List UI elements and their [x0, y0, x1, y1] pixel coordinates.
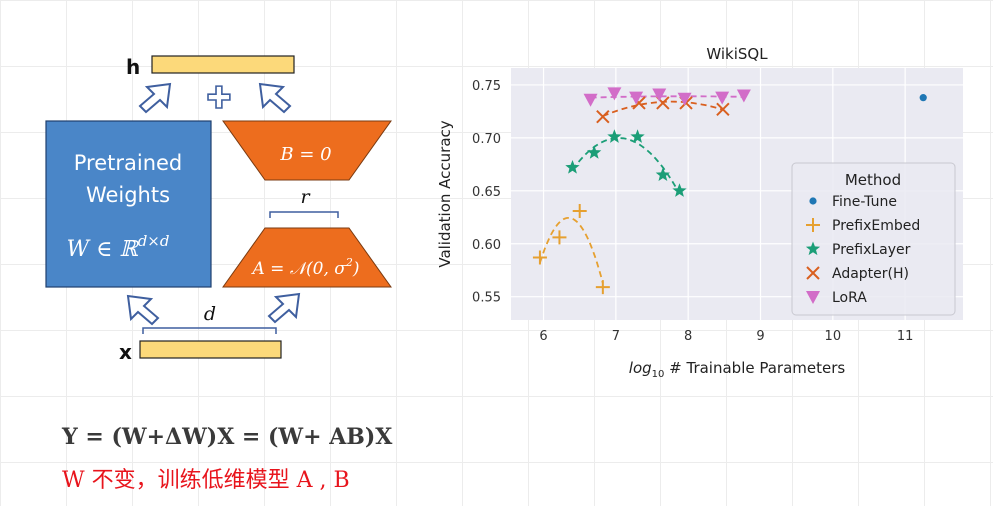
- fit-curve: [571, 137, 681, 195]
- chart-title: WikiSQL: [706, 45, 768, 63]
- y-tick-label: 0.55: [472, 291, 501, 306]
- data-point: [919, 94, 927, 102]
- equation-formula: Y = (W+ΔW)X = (W+ AB)X: [62, 424, 393, 450]
- data-point: [552, 230, 567, 245]
- x-tick-label: 6: [539, 329, 547, 344]
- pretrained-label-line1: Pretrained: [74, 151, 183, 175]
- legend-marker: [806, 218, 820, 232]
- x-label: x: [119, 340, 132, 364]
- legend-label: PrefixLayer: [832, 242, 911, 258]
- data-point: [629, 91, 644, 105]
- x-tick-label: 11: [897, 329, 914, 344]
- matrix-b-trapezoid: [222, 120, 392, 181]
- pretrained-formula: W ∈ ℝd×d: [67, 232, 170, 262]
- data-point: [583, 93, 598, 107]
- equation-note: W 不变，训练低维模型 A , B: [62, 468, 350, 493]
- wikisql-chart: WikiSQL 0.55 0.60 0.65 0.70 0.75 6 7 8 9 10 11 Va…: [436, 45, 963, 380]
- data-point: [736, 89, 751, 103]
- legend-label: LoRA: [832, 290, 867, 306]
- legend-marker: [806, 291, 820, 304]
- data-point: [715, 91, 730, 105]
- pretrained-label-line2: Weights: [86, 183, 170, 207]
- data-point: [652, 88, 667, 102]
- arrow-up-right-icon: [267, 292, 301, 324]
- arrow-up-left-icon: [126, 294, 160, 326]
- h-vector: [151, 55, 295, 74]
- legend-label: PrefixEmbed: [832, 218, 920, 234]
- y-tick-label: 0.60: [472, 238, 501, 253]
- data-point: [677, 92, 692, 106]
- data-point: [655, 167, 670, 181]
- y-axis-label: Validation Accuracy: [436, 120, 454, 267]
- matrix-a-label: A = 𝒩(0, σ2): [250, 256, 359, 279]
- data-point: [672, 183, 687, 197]
- legend: Method Fine-Tune PrefixEmbed PrefixLayer Ad…: [791, 162, 956, 316]
- legend-marker: [805, 241, 821, 256]
- data-markers: [532, 87, 927, 295]
- x-tick-label: 9: [756, 329, 764, 344]
- legend-label: Adapter(H): [832, 266, 909, 282]
- data-point: [587, 145, 602, 159]
- legend-label: Fine-Tune: [832, 194, 897, 210]
- x-tick-label: 8: [684, 329, 692, 344]
- data-point: [565, 160, 580, 174]
- arrow-up-left-icon: [138, 82, 172, 114]
- d-label: d: [204, 303, 216, 325]
- legend-marker: [809, 197, 817, 205]
- x-tick-labels: 6 7 8 9 10 11: [539, 329, 913, 344]
- data-point: [595, 280, 610, 295]
- x-tick-label: 7: [612, 329, 620, 344]
- data-point: [607, 87, 622, 101]
- data-point: [532, 250, 547, 265]
- d-brace: [142, 327, 277, 334]
- x-vector: [139, 340, 282, 359]
- data-point: [716, 102, 730, 117]
- matrix-a-trapezoid: [222, 227, 392, 288]
- data-point: [630, 129, 645, 143]
- arrow-up-right-icon: [258, 82, 292, 114]
- x-axis-label: log10 # Trainable Parameters: [629, 359, 846, 380]
- data-point: [596, 109, 610, 124]
- y-tick-label: 0.75: [472, 79, 501, 94]
- lora-diagram: h ✚ Pretrained Weights W ∈ ℝd×d B = 0 r …: [45, 55, 392, 364]
- data-point: [572, 203, 587, 218]
- h-label: h: [126, 55, 140, 79]
- data-point: [607, 129, 622, 143]
- legend-marker: [806, 266, 820, 280]
- plus-icon: ✚: [206, 81, 231, 116]
- r-brace: [269, 211, 339, 218]
- legend-title: Method: [845, 171, 901, 189]
- y-tick-label: 0.70: [472, 132, 501, 147]
- y-tick-labels: 0.55 0.60 0.65 0.70 0.75: [472, 79, 501, 306]
- r-label: r: [300, 186, 311, 208]
- y-tick-label: 0.65: [472, 185, 501, 200]
- matrix-b-label: B = 0: [279, 144, 331, 165]
- x-tick-label: 10: [825, 329, 842, 344]
- pretrained-weights-block: [45, 120, 212, 288]
